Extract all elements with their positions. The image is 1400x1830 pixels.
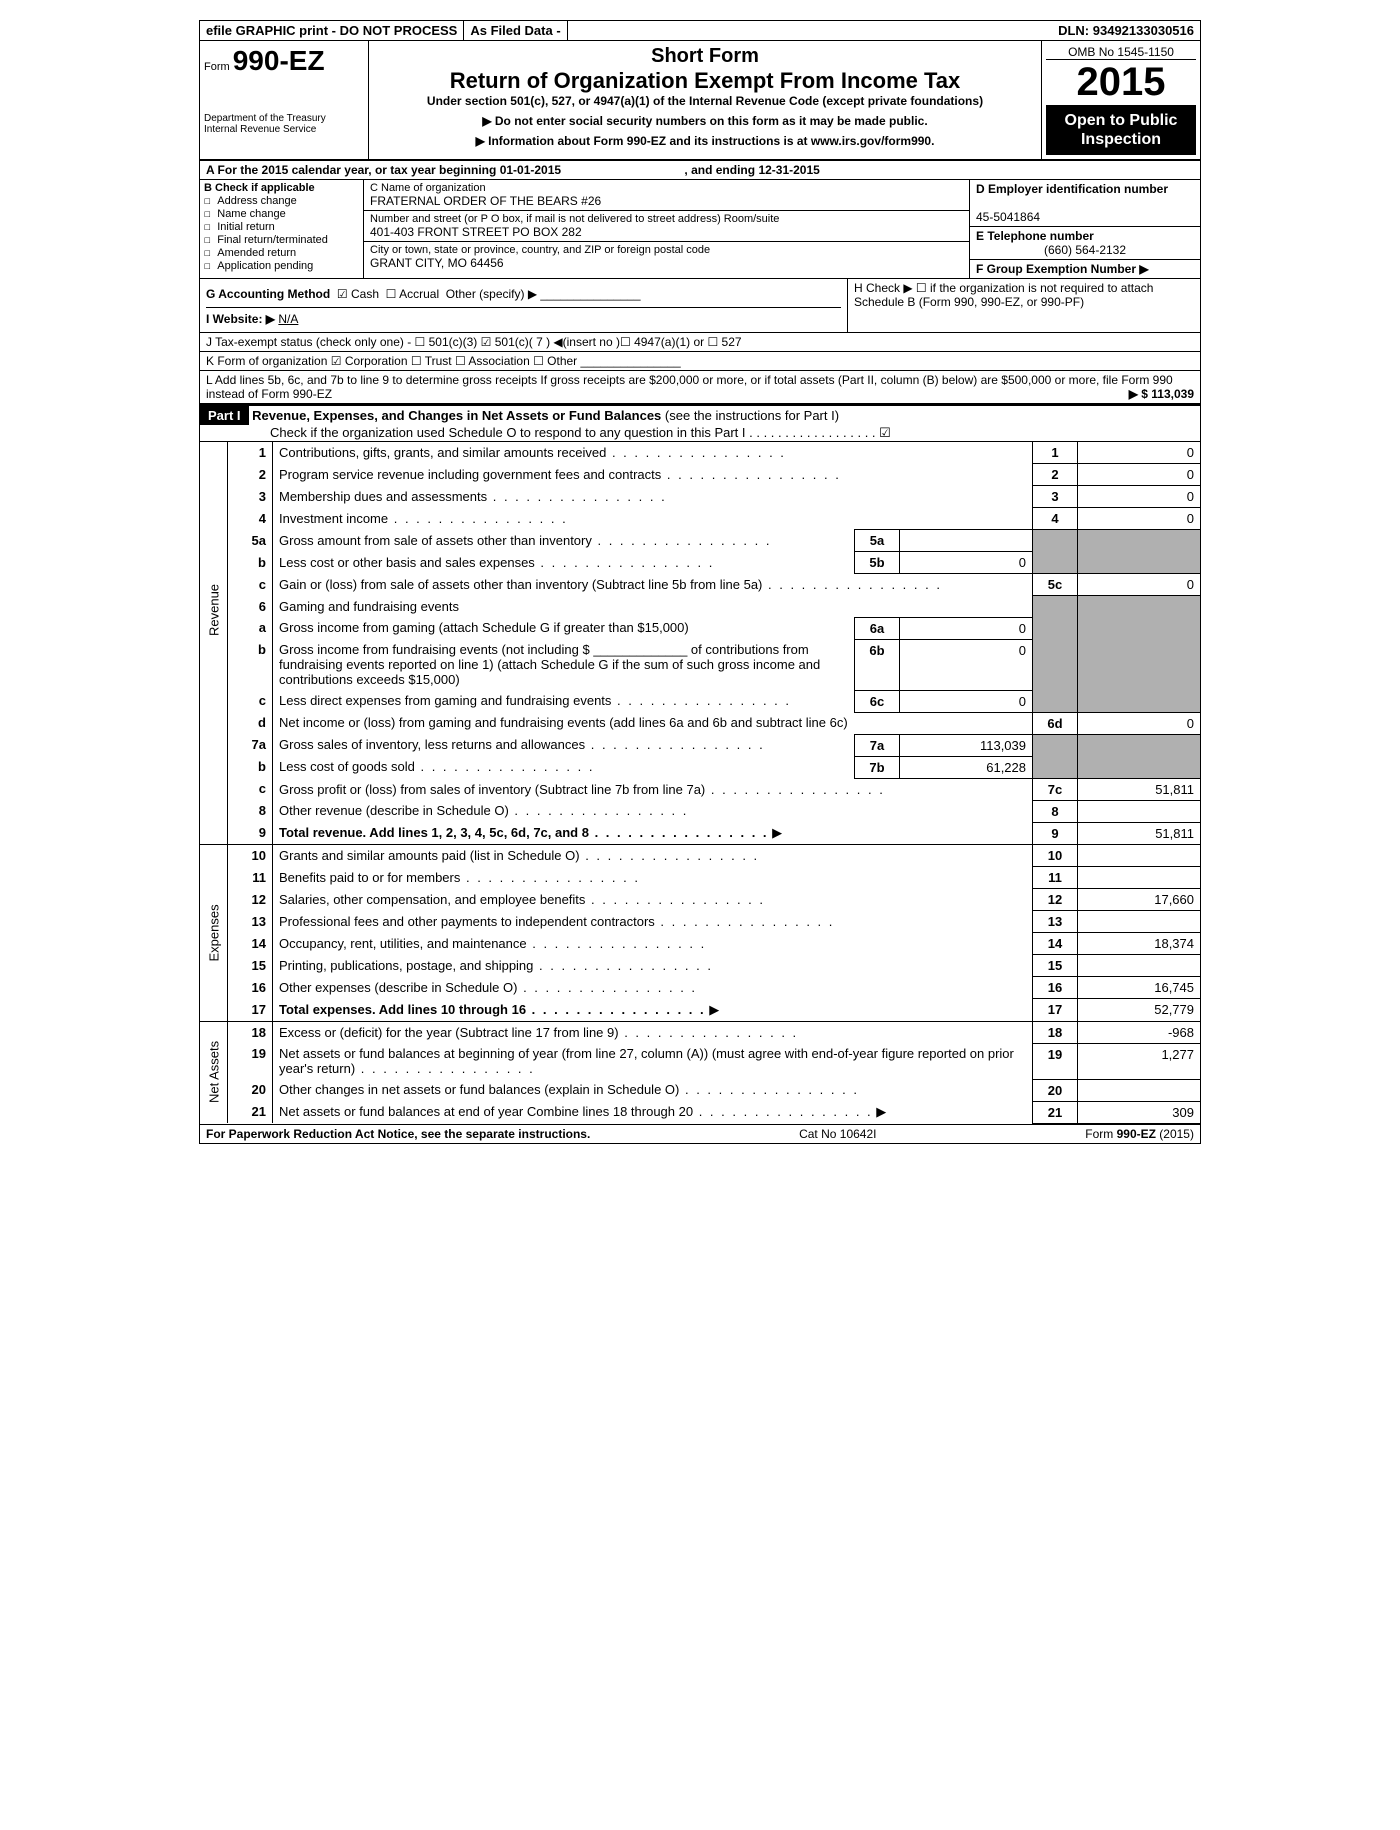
chk-final[interactable]: ☐ <box>204 233 217 246</box>
irs-label: Internal Revenue Service <box>204 124 364 135</box>
section-h: H Check ▶ ☐ if the organization is not r… <box>847 279 1200 332</box>
title-short-form: Short Form <box>377 45 1033 68</box>
tax-year: 2015 <box>1046 60 1196 105</box>
section-l: L Add lines 5b, 6c, and 7b to line 9 to … <box>200 371 1200 404</box>
as-filed-label: As Filed Data - <box>464 21 567 40</box>
netassets-label: Net Assets <box>200 1021 228 1123</box>
val-7b: 61,228 <box>900 756 1033 778</box>
expenses-label: Expenses <box>200 845 228 1022</box>
section-k: K Form of organization ☑ Corporation ☐ T… <box>200 352 1200 371</box>
street-label: Number and street (or P O box, if mail i… <box>370 213 963 225</box>
val-6c: 0 <box>900 690 1033 712</box>
ein-label: D Employer identification number <box>976 182 1168 196</box>
chk-pending[interactable]: ☐ <box>204 259 217 272</box>
gross-receipts: ▶ $ 113,039 <box>1129 387 1194 401</box>
amt-4: 0 <box>1078 508 1201 530</box>
amt-13 <box>1078 911 1201 933</box>
chk-name[interactable]: ☐ <box>204 207 217 220</box>
city: GRANT CITY, MO 64456 <box>370 256 963 270</box>
title-sub: Under section 501(c), 527, or 4947(a)(1)… <box>377 94 1033 108</box>
val-6b: 0 <box>900 639 1033 690</box>
amt-17: 52,779 <box>1078 999 1201 1022</box>
section-a: A For the 2015 calendar year, or tax yea… <box>200 161 1200 180</box>
amt-19: 1,277 <box>1078 1043 1201 1079</box>
form-ref: Form 990-EZ (2015) <box>1085 1127 1194 1141</box>
note-info: ▶ Information about Form 990-EZ and its … <box>377 134 1033 148</box>
amt-14: 18,374 <box>1078 933 1201 955</box>
irs-link[interactable]: www.irs.gov/form990 <box>811 134 931 148</box>
org-name-label: C Name of organization <box>370 182 963 194</box>
part-1-header: Part I Revenue, Expenses, and Changes in… <box>200 404 1200 442</box>
note-ssn: ▶ Do not enter social security numbers o… <box>377 114 1033 128</box>
amt-10 <box>1078 845 1201 867</box>
street: 401-403 FRONT STREET PO BOX 282 <box>370 225 963 239</box>
amt-12: 17,660 <box>1078 889 1201 911</box>
ein: 45-5041864 <box>976 210 1040 224</box>
dln: DLN: 93492133030516 <box>1052 21 1200 40</box>
efile-notice: efile GRAPHIC print - DO NOT PROCESS <box>200 21 464 40</box>
amt-16: 16,745 <box>1078 977 1201 999</box>
header-left: Form 990-EZ Department of the Treasury I… <box>200 41 369 159</box>
city-label: City or town, state or province, country… <box>370 244 963 256</box>
paperwork-notice: For Paperwork Reduction Act Notice, see … <box>206 1127 590 1141</box>
chk-amended[interactable]: ☐ <box>204 246 217 259</box>
omb-no: OMB No 1545-1150 <box>1046 45 1196 60</box>
header-right: OMB No 1545-1150 2015 Open to Public Ins… <box>1042 41 1200 159</box>
amt-11 <box>1078 867 1201 889</box>
org-name: FRATERNAL ORDER OF THE BEARS #26 <box>370 194 963 208</box>
title-main: Return of Organization Exempt From Incom… <box>377 68 1033 94</box>
amt-21: 309 <box>1078 1101 1201 1123</box>
grp-label: F Group Exemption Number ▶ <box>976 262 1149 276</box>
amt-20 <box>1078 1079 1201 1101</box>
amt-3: 0 <box>1078 486 1201 508</box>
website: N/A <box>278 312 298 326</box>
top-bar: efile GRAPHIC print - DO NOT PROCESS As … <box>200 21 1200 41</box>
chk-address[interactable]: ☐ <box>204 194 217 207</box>
open-to-public: Open to Public Inspection <box>1046 105 1196 155</box>
val-7a: 113,039 <box>900 734 1033 756</box>
section-b: B Check if applicable ☐ Address change ☐… <box>200 180 364 278</box>
amt-5c: 0 <box>1078 574 1201 596</box>
section-g: G Accounting Method ☑ Cash ☐ Accrual Oth… <box>200 279 847 332</box>
section-c: C Name of organization FRATERNAL ORDER O… <box>364 180 969 278</box>
section-j: J Tax-exempt status (check only one) - ☐… <box>200 333 1200 352</box>
form-number: Form 990-EZ <box>204 45 364 77</box>
val-5b: 0 <box>900 552 1033 574</box>
amt-2: 0 <box>1078 464 1201 486</box>
amt-9: 51,811 <box>1078 822 1201 845</box>
form-990ez-page: efile GRAPHIC print - DO NOT PROCESS As … <box>199 20 1201 1144</box>
header-center: Short Form Return of Organization Exempt… <box>369 41 1042 159</box>
dept-treasury: Department of the Treasury <box>204 113 364 124</box>
revenue-label: Revenue <box>200 442 228 778</box>
tel: (660) 564-2132 <box>976 243 1194 257</box>
amt-6d: 0 <box>1078 712 1201 734</box>
section-d: D Employer identification number 45-5041… <box>969 180 1200 278</box>
amt-7c: 51,811 <box>1078 778 1201 800</box>
val-5a <box>900 530 1033 552</box>
section-gh: G Accounting Method ☑ Cash ☐ Accrual Oth… <box>200 279 1200 333</box>
section-bcd: B Check if applicable ☐ Address change ☐… <box>200 180 1200 279</box>
footer: For Paperwork Reduction Act Notice, see … <box>200 1124 1200 1143</box>
amt-18: -968 <box>1078 1021 1201 1043</box>
cat-no: Cat No 10642I <box>799 1127 876 1141</box>
amt-1: 0 <box>1078 442 1201 464</box>
tel-label: E Telephone number <box>976 229 1094 243</box>
financial-table: Revenue 1 Contributions, gifts, grants, … <box>200 442 1200 1124</box>
val-6a: 0 <box>900 617 1033 639</box>
amt-8 <box>1078 800 1201 822</box>
form-header: Form 990-EZ Department of the Treasury I… <box>200 41 1200 161</box>
amt-15 <box>1078 955 1201 977</box>
chk-initial[interactable]: ☐ <box>204 220 217 233</box>
